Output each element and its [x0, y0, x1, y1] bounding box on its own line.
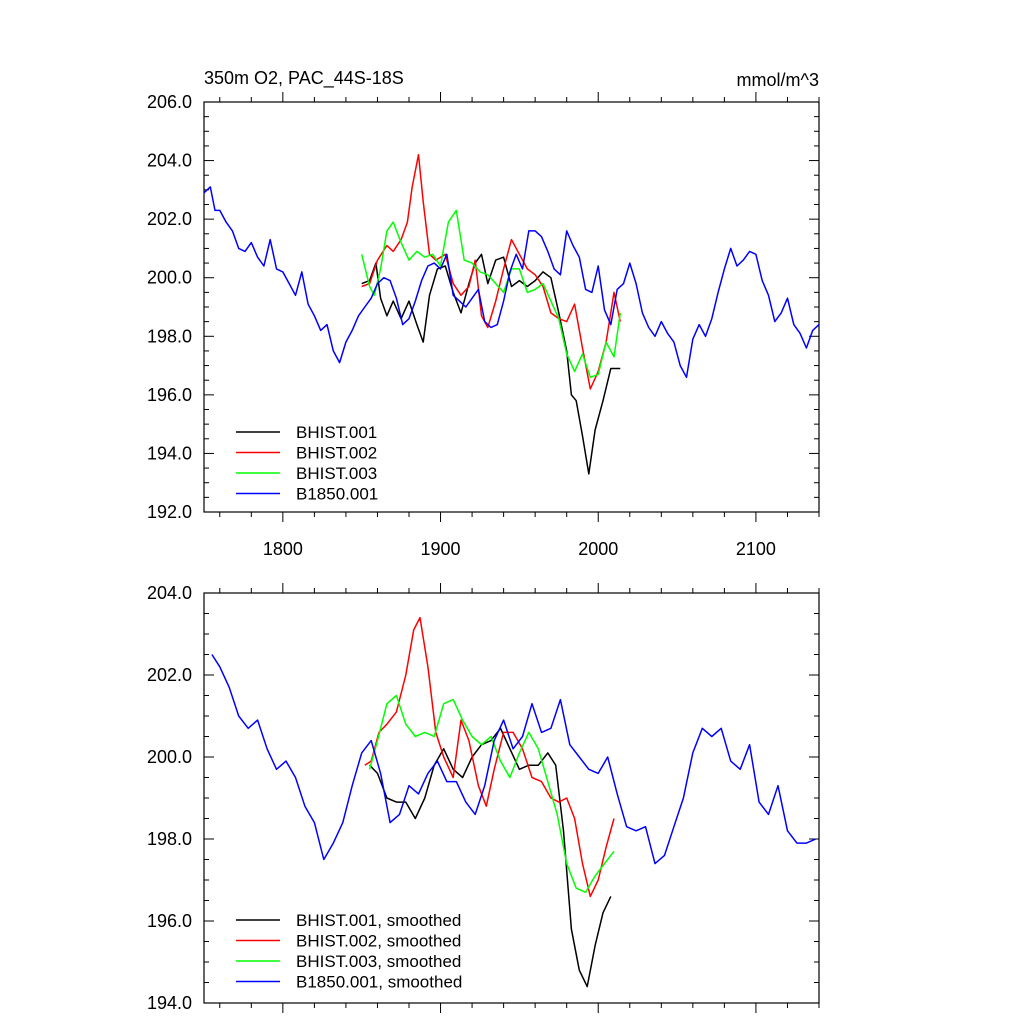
bottom-series-line-1 — [369, 727, 612, 988]
top-xtick-label: 2000 — [578, 539, 618, 559]
bottom-ytick-label: 202.0 — [147, 665, 192, 685]
top-panel: 350m O2, PAC_44S-18S mmol/m^3 192.0 194.0… — [147, 68, 820, 559]
bottom-legend-label: B1850.001, smoothed — [296, 973, 462, 992]
top-ytick-label: 202.0 — [147, 209, 192, 229]
bottom-ytick-label: 198.0 — [147, 829, 192, 849]
top-ytick-label: 194.0 — [147, 443, 192, 463]
bottom-series-line-3 — [368, 694, 615, 894]
bottom-legend-label: BHIST.003, smoothed — [296, 952, 461, 971]
bottom-panel-series — [211, 616, 817, 988]
bottom-series-line-2 — [364, 616, 615, 898]
bottom-ytick-label: 194.0 — [147, 993, 192, 1013]
bottom-panel-axes: 194.0 196.0 198.0 200.0 202.0 204.0 — [147, 583, 820, 1013]
top-ytick-label: 196.0 — [147, 385, 192, 405]
top-series-line-1 — [361, 253, 621, 475]
top-xtick-label: 1800 — [263, 539, 303, 559]
top-ytick-label: 192.0 — [147, 502, 192, 522]
top-ytick-label: 198.0 — [147, 326, 192, 346]
top-series-line-3 — [360, 209, 622, 379]
bottom-legend-label: BHIST.002, smoothed — [296, 932, 461, 951]
top-legend-label: B1850.001 — [296, 485, 378, 504]
bottom-panel: 194.0 196.0 198.0 200.0 202.0 204.0 BHIST.001… — [147, 583, 820, 1013]
top-panel-title: 350m O2, PAC_44S-18S — [204, 68, 404, 89]
bottom-legend-label: BHIST.001, smoothed — [296, 911, 461, 930]
top-xtick-label: 1900 — [421, 539, 461, 559]
top-legend-label: BHIST.002 — [296, 444, 377, 463]
top-panel-units: mmol/m^3 — [737, 70, 819, 90]
top-legend-label: BHIST.001 — [296, 423, 377, 442]
top-ytick-label: 206.0 — [147, 92, 192, 112]
bottom-panel-legend: BHIST.001, smoothed BHIST.002, smoothedBH… — [236, 911, 462, 992]
top-legend-label: BHIST.003 — [296, 464, 377, 483]
top-series-line-4 — [203, 186, 820, 379]
top-panel-series — [203, 153, 820, 475]
top-ytick-label: 204.0 — [147, 151, 192, 171]
top-ytick-label: 200.0 — [147, 268, 192, 288]
top-xtick-label: 2100 — [736, 539, 776, 559]
top-panel-axes: 192.0 194.0 196.0 198.0 200.0 202.0 204.0 206.0… — [147, 92, 820, 559]
bottom-ytick-label: 200.0 — [147, 747, 192, 767]
bottom-ytick-label: 204.0 — [147, 583, 192, 603]
bottom-series-line-4 — [211, 654, 817, 865]
bottom-ytick-label: 196.0 — [147, 911, 192, 931]
